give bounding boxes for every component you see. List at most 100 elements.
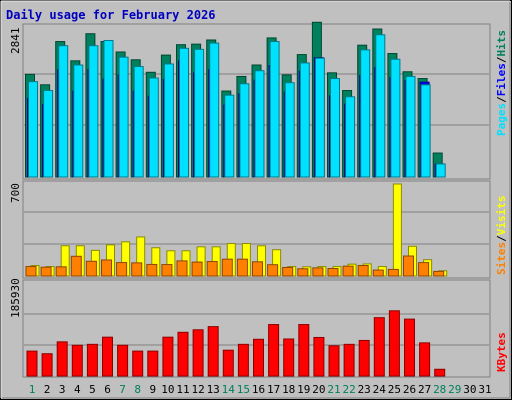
bar-kbytes-3 <box>56 341 68 377</box>
day-label-6: 6 <box>104 383 111 396</box>
bar-kbytes-19 <box>298 324 310 377</box>
bar-kbytes-11 <box>177 331 189 377</box>
bar-pages-4 <box>73 64 84 178</box>
bar-sites-19 <box>297 268 309 277</box>
day-label-15: 15 <box>237 383 250 396</box>
day-label-23: 23 <box>358 383 371 396</box>
bar-kbytes-15 <box>237 343 249 377</box>
day-label-1: 1 <box>29 383 36 396</box>
bar-sites-8 <box>131 262 143 277</box>
day-label-24: 24 <box>373 383 387 396</box>
legend-files: Files <box>495 63 508 96</box>
bar-kbytes-4 <box>71 344 83 377</box>
bar-kbytes-5 <box>86 343 98 377</box>
legend-mid: Sites/Visits <box>495 196 508 276</box>
legend-visits: Visits <box>495 196 508 236</box>
bar-pages-17 <box>269 41 280 178</box>
bar-pages-12 <box>194 48 205 178</box>
day-label-28: 28 <box>433 383 446 396</box>
bar-kbytes-2 <box>41 353 53 377</box>
bar-sites-10 <box>161 264 173 277</box>
day-label-18: 18 <box>282 383 295 396</box>
bar-sites-5 <box>85 260 97 277</box>
bar-pages-18 <box>284 82 295 178</box>
bar-pages-2 <box>43 90 54 178</box>
legend-sep-2: / <box>495 56 508 63</box>
bar-kbytes-21 <box>328 345 340 377</box>
y-max-label-top: 2841 <box>9 28 22 55</box>
bar-kbytes-23 <box>358 339 370 377</box>
bar-sites-25 <box>387 268 399 277</box>
day-label-29: 29 <box>448 383 461 396</box>
legend-kbytes: KBytes <box>495 332 508 372</box>
day-label-8: 8 <box>134 383 141 396</box>
bar-pages-23 <box>360 49 371 178</box>
bar-sites-22 <box>342 265 354 277</box>
bar-pages-3 <box>58 45 69 178</box>
bar-pages-10 <box>163 63 174 178</box>
bar-pages-8 <box>133 66 144 178</box>
bar-sites-17 <box>267 264 279 277</box>
bar-kbytes-13 <box>207 326 219 377</box>
bar-sites-14 <box>221 258 233 277</box>
bar-pages-6 <box>103 40 114 178</box>
bar-sites-2 <box>40 266 52 277</box>
day-label-27: 27 <box>418 383 431 396</box>
day-label-22: 22 <box>342 383 355 396</box>
legend-pages: Pages <box>495 103 508 136</box>
bar-sites-24 <box>372 269 384 277</box>
legend-bottom: KBytes <box>495 332 508 372</box>
bar-sites-3 <box>55 266 67 277</box>
bar-visits-25 <box>392 183 402 277</box>
bar-kbytes-8 <box>132 350 144 377</box>
day-label-13: 13 <box>207 383 220 396</box>
legend-hits: Hits <box>495 30 508 57</box>
bars <box>25 21 448 377</box>
bar-pages-13 <box>209 42 220 178</box>
bar-sites-21 <box>327 268 339 277</box>
day-label-2: 2 <box>44 383 51 396</box>
bar-kbytes-9 <box>147 350 159 377</box>
bar-kbytes-27 <box>419 342 431 377</box>
bar-pages-7 <box>118 56 129 178</box>
bar-kbytes-16 <box>253 338 264 377</box>
bar-kbytes-1 <box>26 350 38 377</box>
bar-sites-9 <box>146 263 158 277</box>
bar-sites-1 <box>25 266 37 277</box>
bar-sites-12 <box>191 261 203 277</box>
bar-sites-6 <box>101 259 112 277</box>
day-label-14: 14 <box>222 383 236 396</box>
bar-sites-11 <box>176 260 188 277</box>
bar-kbytes-7 <box>117 344 129 377</box>
bar-kbytes-17 <box>268 324 280 377</box>
y-max-label-mid: 700 <box>9 183 22 203</box>
day-label-25: 25 <box>388 383 401 396</box>
bar-kbytes-24 <box>373 317 385 377</box>
day-label-20: 20 <box>312 383 325 396</box>
bar-sites-4 <box>70 255 82 277</box>
bar-pages-22 <box>345 96 356 178</box>
day-label-17: 17 <box>267 383 280 396</box>
bar-pages-24 <box>375 34 386 178</box>
day-label-7: 7 <box>119 383 126 396</box>
bar-pages-19 <box>299 62 310 178</box>
bar-sites-27 <box>418 262 430 277</box>
day-label-31: 31 <box>478 383 491 396</box>
bar-pages-14 <box>224 94 235 178</box>
bar-sites-13 <box>206 261 218 277</box>
day-label-19: 19 <box>297 383 310 396</box>
day-label-21: 21 <box>327 383 340 396</box>
bar-kbytes-22 <box>343 343 355 377</box>
bar-kbytes-6 <box>102 336 113 377</box>
bar-pages-9 <box>148 77 159 178</box>
bar-kbytes-12 <box>192 329 204 377</box>
bar-pages-1 <box>28 81 38 178</box>
bar-pages-5 <box>88 45 99 178</box>
bar-sites-26 <box>403 255 414 277</box>
bar-pages-26 <box>405 75 416 178</box>
bar-pages-16 <box>254 70 265 178</box>
bar-sites-7 <box>116 262 128 277</box>
bar-pages-20 <box>314 57 325 178</box>
bar-sites-15 <box>236 258 248 277</box>
